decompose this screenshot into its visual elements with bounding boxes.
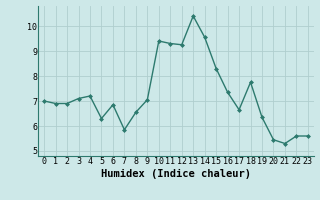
X-axis label: Humidex (Indice chaleur): Humidex (Indice chaleur)	[101, 169, 251, 179]
